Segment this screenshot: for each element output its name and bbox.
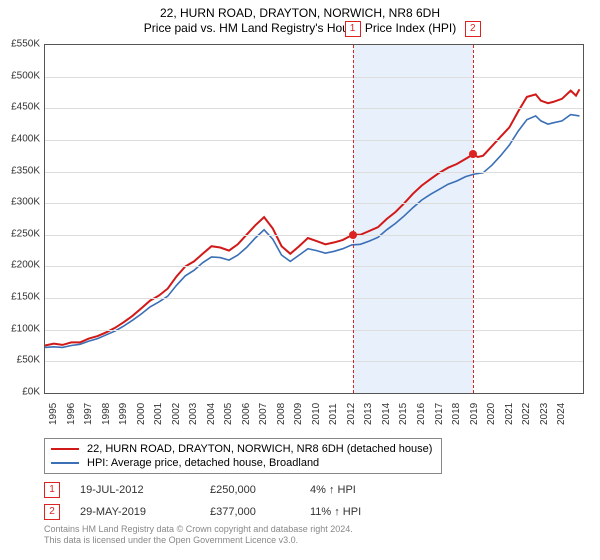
legend-row: HPI: Average price, detached house, Broa… <box>51 456 435 470</box>
callout-vline <box>353 45 354 393</box>
callout-box: 2 <box>465 21 481 37</box>
x-axis-label: 2009 <box>293 403 304 425</box>
footer: Contains HM Land Registry data © Crown c… <box>44 524 353 547</box>
transactions-table: 1 19-JUL-2012 £250,000 4% ↑ HPI 2 29-MAY… <box>44 482 420 526</box>
y-axis-label: £400K <box>0 133 40 144</box>
x-axis-label: 2012 <box>346 403 357 425</box>
x-axis-label: 1998 <box>101 403 112 425</box>
x-axis-label: 2019 <box>469 403 480 425</box>
transaction-price: £250,000 <box>210 484 310 496</box>
transaction-price: £377,000 <box>210 506 310 518</box>
y-axis-label: £350K <box>0 165 40 176</box>
y-axis-label: £150K <box>0 292 40 303</box>
title-address: 22, HURN ROAD, DRAYTON, NORWICH, NR8 6DH <box>0 6 600 20</box>
transaction-row: 2 29-MAY-2019 £377,000 11% ↑ HPI <box>44 504 420 520</box>
x-axis-label: 2006 <box>241 403 252 425</box>
x-axis-label: 2015 <box>398 403 409 425</box>
chart-container: 22, HURN ROAD, DRAYTON, NORWICH, NR8 6DH… <box>0 0 600 560</box>
chart-svg <box>45 45 583 393</box>
x-axis-label: 2005 <box>223 403 234 425</box>
x-axis-label: 2024 <box>556 403 567 425</box>
y-axis-label: £450K <box>0 102 40 113</box>
title-subtitle: Price paid vs. HM Land Registry's House … <box>0 21 600 35</box>
series-line <box>45 115 580 348</box>
footer-line2: This data is licensed under the Open Gov… <box>44 535 353 546</box>
sale-dot <box>469 150 477 158</box>
transaction-delta: 4% ↑ HPI <box>310 484 420 496</box>
legend-label: 22, HURN ROAD, DRAYTON, NORWICH, NR8 6DH… <box>87 443 432 455</box>
legend: 22, HURN ROAD, DRAYTON, NORWICH, NR8 6DH… <box>44 438 442 474</box>
series-line <box>45 89 580 345</box>
x-axis-label: 1999 <box>118 403 129 425</box>
x-axis-label: 2008 <box>276 403 287 425</box>
x-axis-label: 2004 <box>206 403 217 425</box>
x-axis-label: 2003 <box>188 403 199 425</box>
x-axis-label: 2002 <box>171 403 182 425</box>
transaction-delta: 11% ↑ HPI <box>310 506 420 518</box>
transaction-marker: 1 <box>44 482 60 498</box>
legend-swatch <box>51 462 79 464</box>
y-axis-label: £250K <box>0 228 40 239</box>
y-axis-label: £300K <box>0 197 40 208</box>
x-axis-label: 2023 <box>539 403 550 425</box>
x-axis-label: 2021 <box>504 403 515 425</box>
title-block: 22, HURN ROAD, DRAYTON, NORWICH, NR8 6DH… <box>0 0 600 35</box>
x-axis-label: 2001 <box>153 403 164 425</box>
legend-swatch <box>51 448 79 450</box>
x-axis-label: 2020 <box>486 403 497 425</box>
x-axis-label: 2017 <box>434 403 445 425</box>
transaction-marker: 2 <box>44 504 60 520</box>
y-axis-label: £0K <box>0 387 40 398</box>
x-axis-label: 2013 <box>363 403 374 425</box>
y-axis-label: £50K <box>0 355 40 366</box>
x-axis-label: 1997 <box>83 403 94 425</box>
plot-area: 12 <box>44 44 584 394</box>
x-axis-label: 1996 <box>66 403 77 425</box>
x-axis-label: 2010 <box>311 403 322 425</box>
callout-box: 1 <box>345 21 361 37</box>
sale-dot <box>349 231 357 239</box>
legend-label: HPI: Average price, detached house, Broa… <box>87 457 319 469</box>
transaction-date: 19-JUL-2012 <box>80 484 210 496</box>
x-axis-label: 2011 <box>328 403 339 425</box>
callout-vline <box>473 45 474 393</box>
transaction-date: 29-MAY-2019 <box>80 506 210 518</box>
x-axis-label: 2016 <box>416 403 427 425</box>
x-axis-label: 2018 <box>451 403 462 425</box>
x-axis-label: 2007 <box>258 403 269 425</box>
y-axis-label: £500K <box>0 70 40 81</box>
y-axis-label: £100K <box>0 323 40 334</box>
y-axis-label: £200K <box>0 260 40 271</box>
x-axis-label: 2000 <box>136 403 147 425</box>
y-axis-label: £550K <box>0 39 40 50</box>
footer-line1: Contains HM Land Registry data © Crown c… <box>44 524 353 535</box>
x-axis-label: 2022 <box>521 403 532 425</box>
transaction-row: 1 19-JUL-2012 £250,000 4% ↑ HPI <box>44 482 420 498</box>
x-axis-label: 2014 <box>381 403 392 425</box>
x-axis-label: 1995 <box>48 403 59 425</box>
legend-row: 22, HURN ROAD, DRAYTON, NORWICH, NR8 6DH… <box>51 442 435 456</box>
